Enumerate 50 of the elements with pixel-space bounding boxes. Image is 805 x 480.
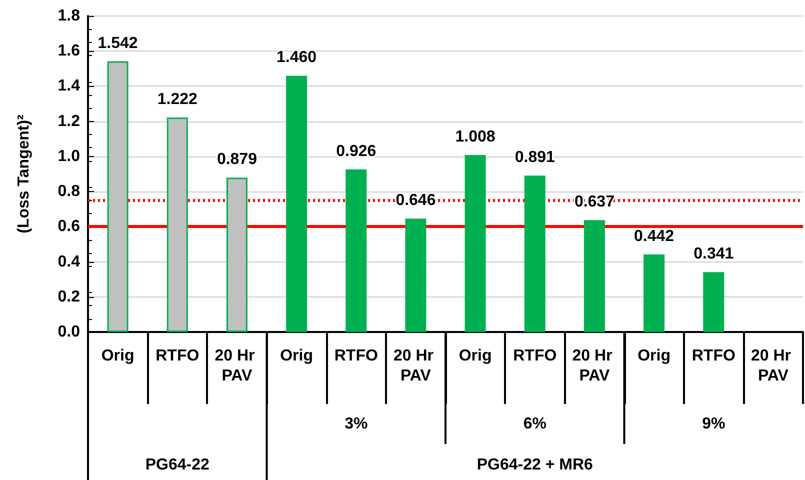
x-tick-label: 20 Hr PAV — [393, 348, 438, 384]
bar — [405, 218, 426, 332]
y-tick-label: 0.0 — [58, 324, 80, 340]
bar — [524, 176, 546, 332]
x-tick-label: RTFO — [334, 348, 378, 364]
text: 6% — [523, 416, 546, 432]
x-tick-label: Orig — [458, 348, 492, 364]
bar — [107, 61, 128, 332]
x-tick-label: Orig — [638, 348, 670, 364]
data-label: 1.460 — [276, 49, 317, 66]
data-label: 0.879 — [216, 151, 258, 168]
text: PG64-22 + MR6 — [476, 456, 593, 474]
bar — [286, 76, 308, 332]
y-tick-label: 1.2 — [58, 112, 80, 130]
x-tick-label: 20 Hr PAV — [750, 348, 796, 384]
bar — [644, 254, 665, 332]
x-tick-label: RTFO — [692, 348, 736, 364]
x-tick-label: 20 Hr PAV — [572, 348, 617, 384]
data-label: 0.646 — [396, 192, 436, 210]
bar — [464, 155, 486, 332]
x-tick-label: 20 Hr PAV — [214, 348, 260, 384]
y-tick-label: 0.8 — [58, 183, 80, 200]
y-tick-label: 1.4 — [58, 78, 80, 95]
data-label: 1.542 — [98, 34, 138, 52]
x-tick-label: Orig — [280, 348, 313, 364]
bar — [226, 178, 248, 332]
y-tick-label: 1.8 — [58, 8, 80, 24]
y-tick-label: 1.6 — [58, 42, 80, 60]
x-tick-label: RTFO — [156, 348, 200, 364]
y-tick-label: 1.0 — [58, 148, 80, 165]
y-tick-label: 0.4 — [58, 253, 80, 270]
text: 3% — [344, 416, 368, 432]
data-label: 1.222 — [157, 90, 198, 108]
text: 9% — [702, 416, 726, 432]
x-tick-label: RTFO — [513, 348, 557, 364]
data-label: 1.008 — [455, 128, 496, 146]
bar — [346, 169, 367, 332]
bar — [584, 220, 605, 332]
y-tick-label: 0.2 — [58, 288, 80, 306]
bar — [166, 117, 188, 332]
x-tick-label: Orig — [101, 348, 134, 364]
y-tick-label: 0.6 — [58, 218, 80, 236]
data-label: 0.442 — [634, 228, 674, 245]
bar — [703, 272, 724, 332]
data-label: 0.926 — [336, 142, 376, 160]
data-label: 0.637 — [574, 194, 615, 211]
y-axis-title: (Loss Tangent)² — [16, 114, 32, 234]
data-label: 0.891 — [514, 149, 555, 166]
text: PG64-22 — [145, 456, 210, 474]
data-label: 0.341 — [694, 246, 734, 263]
